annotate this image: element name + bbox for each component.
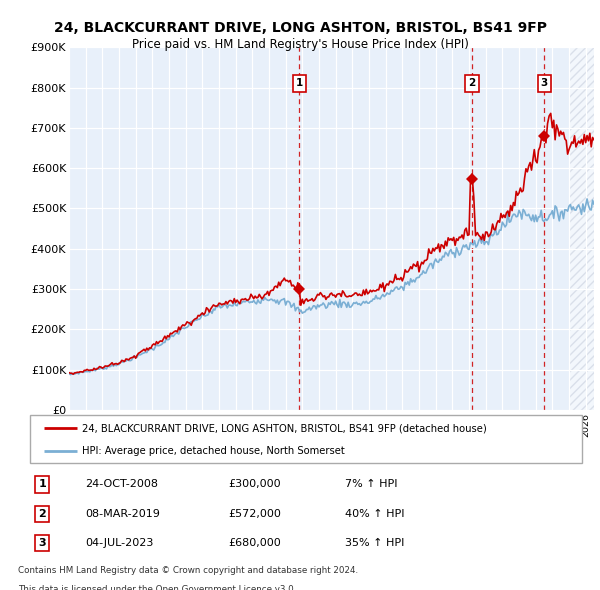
Text: 2: 2 [469,78,476,88]
Text: 04-JUL-2023: 04-JUL-2023 [85,538,154,548]
FancyBboxPatch shape [30,415,582,463]
Text: 1: 1 [296,78,303,88]
Text: 7% ↑ HPI: 7% ↑ HPI [344,480,397,489]
Text: 2: 2 [38,509,46,519]
Text: £680,000: £680,000 [229,538,281,548]
Text: Price paid vs. HM Land Registry's House Price Index (HPI): Price paid vs. HM Land Registry's House … [131,38,469,51]
Text: 24-OCT-2008: 24-OCT-2008 [85,480,158,489]
Text: 1: 1 [38,480,46,489]
Text: £572,000: £572,000 [229,509,281,519]
Text: Contains HM Land Registry data © Crown copyright and database right 2024.: Contains HM Land Registry data © Crown c… [18,566,358,575]
Text: This data is licensed under the Open Government Licence v3.0.: This data is licensed under the Open Gov… [18,585,296,590]
Text: £300,000: £300,000 [229,480,281,489]
Text: 40% ↑ HPI: 40% ↑ HPI [344,509,404,519]
Text: 08-MAR-2019: 08-MAR-2019 [85,509,160,519]
Text: HPI: Average price, detached house, North Somerset: HPI: Average price, detached house, Nort… [82,445,345,455]
Text: 35% ↑ HPI: 35% ↑ HPI [344,538,404,548]
Text: 3: 3 [38,538,46,548]
Text: 3: 3 [541,78,548,88]
Bar [569,47,594,410]
Text: 24, BLACKCURRANT DRIVE, LONG ASHTON, BRISTOL, BS41 9FP (detached house): 24, BLACKCURRANT DRIVE, LONG ASHTON, BRI… [82,423,487,433]
Text: 24, BLACKCURRANT DRIVE, LONG ASHTON, BRISTOL, BS41 9FP: 24, BLACKCURRANT DRIVE, LONG ASHTON, BRI… [53,21,547,35]
